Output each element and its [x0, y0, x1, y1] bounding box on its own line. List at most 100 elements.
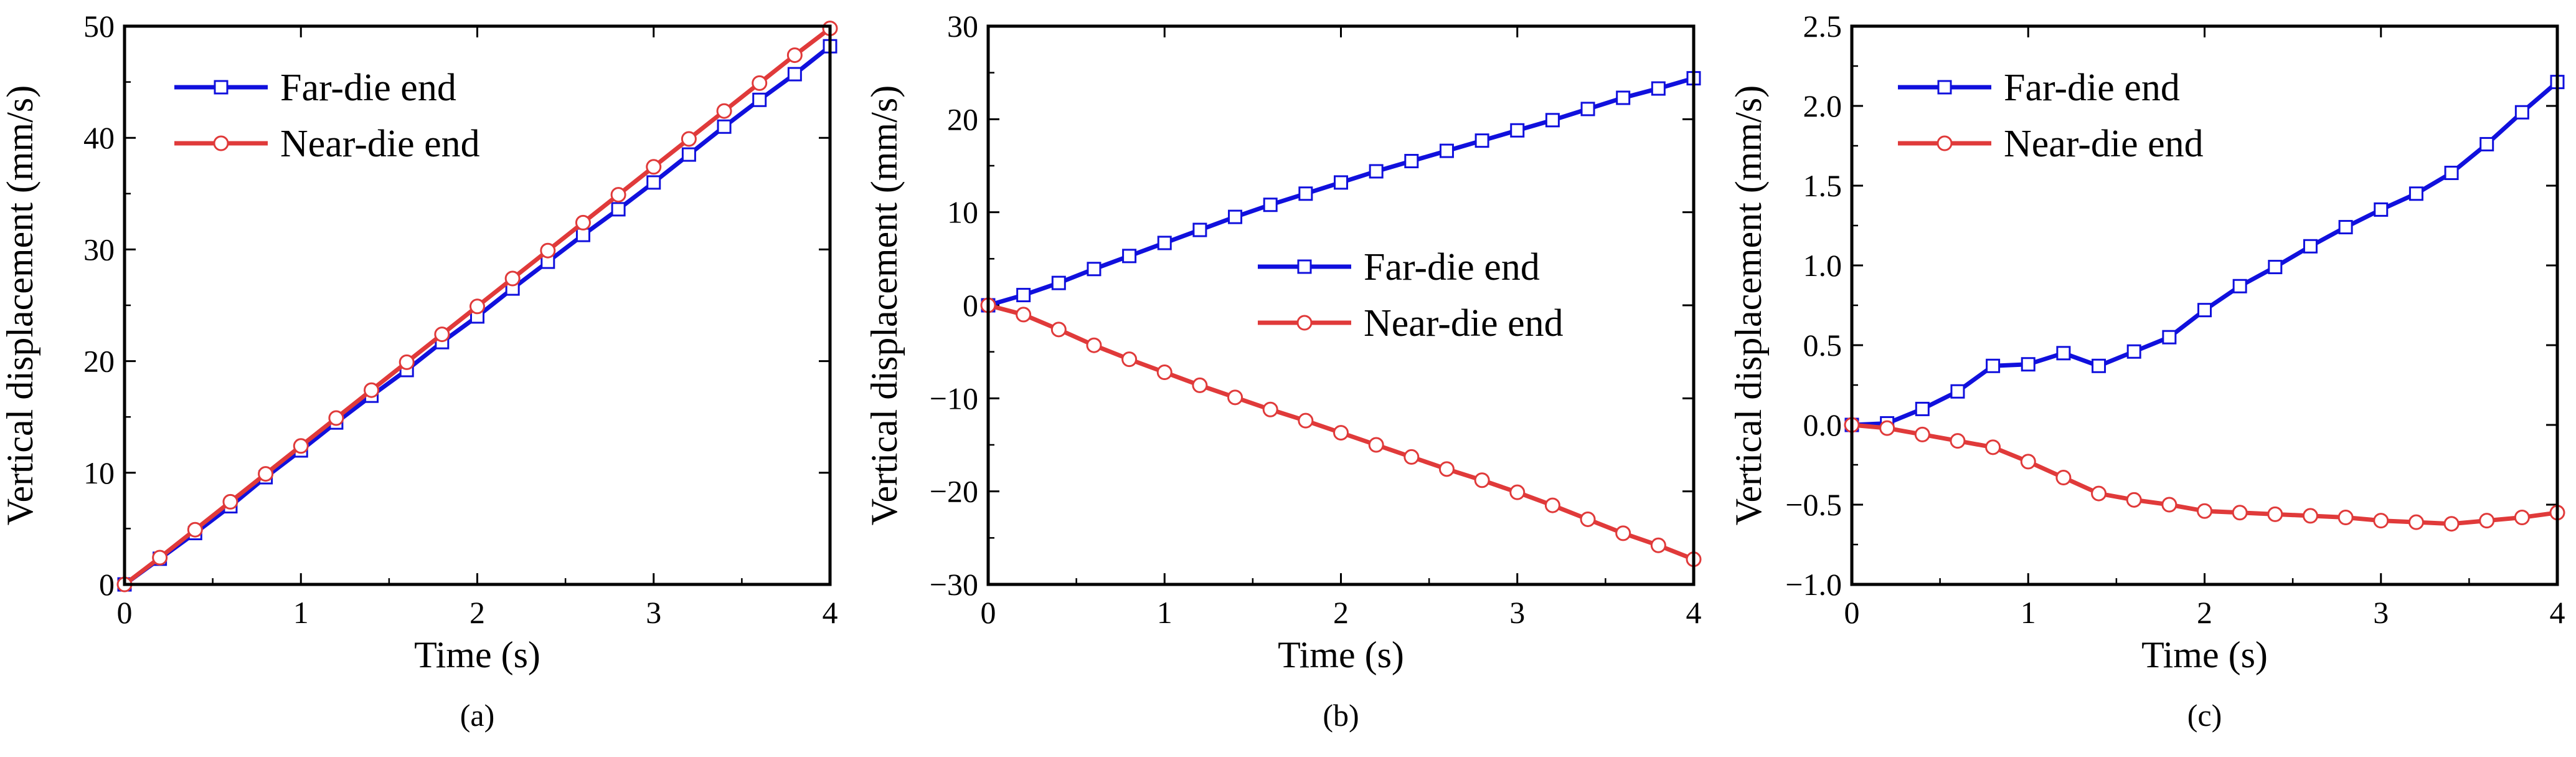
data-point [1438, 461, 1455, 477]
plot-frame [1850, 24, 2559, 586]
data-point [1087, 262, 1102, 277]
data-point [2268, 260, 2283, 275]
data-point [646, 175, 661, 190]
data-point [2303, 239, 2318, 254]
data-point [258, 466, 274, 482]
x-tick-label: 0 [117, 595, 133, 630]
data-point [1051, 275, 1066, 290]
data-point [1474, 133, 1489, 148]
data-point [611, 202, 626, 217]
data-point [752, 75, 768, 91]
data-point [187, 521, 203, 538]
legend-marker [213, 135, 229, 151]
data-point [1404, 449, 1420, 465]
data-point [2161, 497, 2177, 513]
legend-label: Far-die end [1364, 246, 1540, 288]
data-point [1650, 537, 1666, 553]
legend-label: Far-die end [280, 67, 456, 109]
x-tick-label: 2 [1333, 595, 1349, 630]
data-point [1950, 384, 1965, 399]
y-tick-label: 1.5 [1803, 168, 1842, 203]
x-tick-label: 4 [2550, 595, 2565, 630]
data-point [328, 410, 344, 426]
y-tick-label: 30 [83, 232, 115, 267]
legend-marker [1937, 135, 1953, 151]
data-point [1298, 412, 1314, 429]
data-point [1915, 401, 1930, 416]
data-point [1439, 143, 1454, 158]
data-point [1156, 364, 1172, 381]
y-tick-label: 0 [99, 567, 115, 602]
legend-label: Near-die end [280, 123, 480, 165]
panel-label: (a) [460, 698, 495, 733]
y-tick-label: 50 [83, 9, 115, 44]
x-tick-label: 3 [2373, 595, 2389, 630]
data-point [293, 438, 309, 454]
data-point [1121, 351, 1138, 368]
data-point [2197, 303, 2212, 318]
data-point [2232, 505, 2248, 521]
data-point [1192, 377, 1208, 393]
y-tick-label: 10 [947, 195, 978, 230]
plot-frame [986, 24, 1696, 586]
data-point [1985, 439, 2001, 455]
data-point [1616, 90, 1631, 105]
data-point [575, 227, 590, 242]
legend-label: Near-die end [2004, 123, 2204, 165]
y-tick-label: −1.0 [1785, 567, 1842, 602]
data-point [504, 270, 521, 287]
data-point [2055, 469, 2072, 485]
data-point [1474, 472, 1490, 488]
x-axis-title: Time (s) [2141, 634, 2268, 675]
data-point [681, 147, 696, 162]
legend-marker [1296, 315, 1313, 331]
data-point [1192, 222, 1207, 237]
data-point [434, 326, 450, 343]
data-point [1510, 123, 1525, 138]
data-point [716, 103, 732, 119]
data-point [1016, 307, 1032, 323]
y-tick-label: 10 [83, 455, 115, 490]
data-point [2338, 220, 2353, 235]
x-tick-label: 2 [2197, 595, 2212, 630]
data-point [2338, 509, 2354, 525]
data-point [399, 354, 415, 370]
data-point [575, 214, 591, 231]
legend-label: Near-die end [1364, 302, 1564, 345]
x-tick-label: 4 [1686, 595, 1702, 630]
y-tick-label: 20 [83, 344, 115, 379]
data-point [1298, 186, 1313, 201]
data-point [752, 92, 767, 107]
y-tick-label: 2.5 [1803, 9, 1842, 44]
data-point [1369, 164, 1384, 179]
x-axis-title: Time (s) [1278, 634, 1404, 675]
data-point [2126, 492, 2142, 508]
data-point [2374, 202, 2389, 217]
data-point [1050, 321, 1067, 338]
legend-label: Far-die end [2004, 67, 2180, 109]
data-point [1227, 389, 1243, 406]
y-tick-label: 0 [963, 288, 978, 323]
data-point [1651, 81, 1666, 96]
data-point [1404, 154, 1419, 169]
x-tick-label: 3 [1509, 595, 1525, 630]
chart-panel-c: 0 1 2 3 4 −1.0 −0.5 0.0 0.5 1.0 1.5 2.0 2.5 Far-die e… [1728, 9, 2565, 733]
data-point [1263, 198, 1278, 212]
data-point [1086, 337, 1102, 353]
y-tick-label: −30 [930, 567, 978, 602]
legend-marker [214, 80, 229, 95]
data-point [2373, 513, 2389, 529]
data-point [2479, 136, 2494, 151]
data-point [1262, 401, 1278, 417]
y-tick-label: −20 [930, 474, 978, 509]
data-point [2162, 330, 2177, 345]
x-tick-label: 1 [293, 595, 309, 630]
data-point [2197, 503, 2212, 519]
data-point [646, 159, 662, 175]
y-tick-label: 20 [947, 102, 978, 136]
data-point [681, 131, 697, 147]
data-point [1368, 437, 1384, 453]
x-tick-label: 3 [646, 595, 661, 630]
data-point [1914, 426, 1930, 442]
